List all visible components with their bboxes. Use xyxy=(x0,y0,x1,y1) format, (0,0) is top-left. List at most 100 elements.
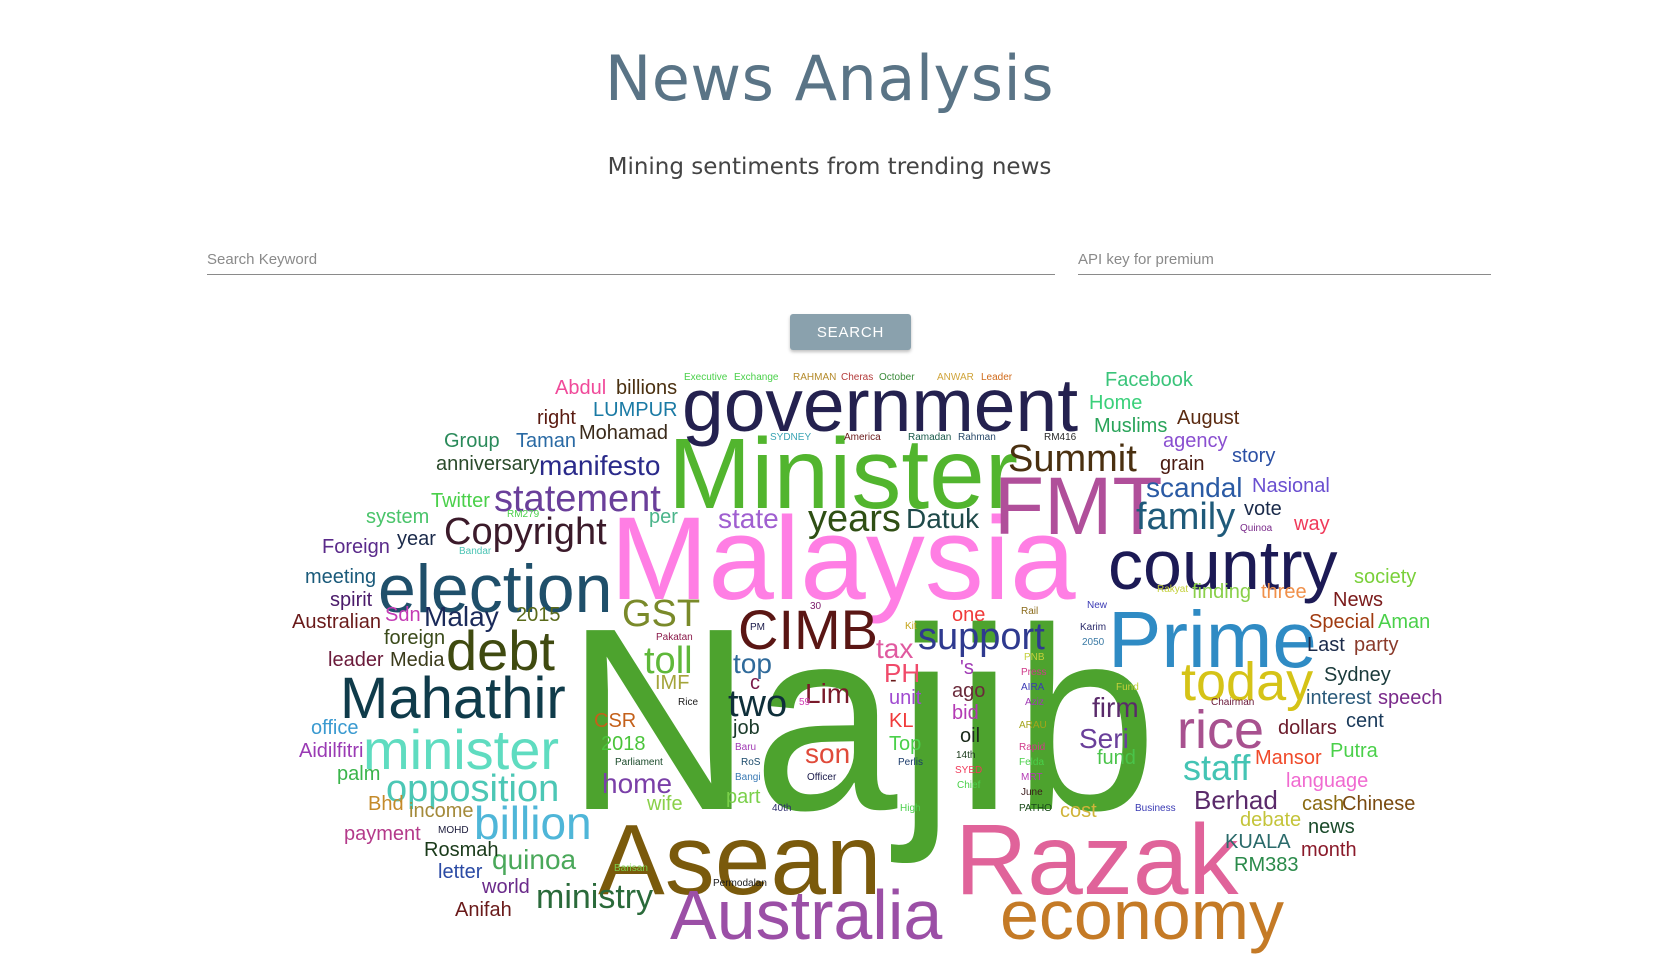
cloud-word-part: part xyxy=(726,786,761,808)
cloud-word-40th: 40th xyxy=(772,803,792,814)
cloud-word-cost: cost xyxy=(1060,800,1097,822)
cloud-word-rapid: Rapid xyxy=(1019,742,1046,753)
cloud-word-way: way xyxy=(1294,513,1330,535)
cloud-word-ph: PH xyxy=(884,658,921,688)
cloud-word-mohd: MOHD xyxy=(438,825,469,836)
cloud-word-ago: ago xyxy=(952,680,986,702)
cloud-word-datuk: Datuk xyxy=(906,503,980,534)
cloud-word-ros: RoS xyxy=(741,757,761,768)
cloud-word-pnb: PNB xyxy=(1024,652,1045,663)
search-keyword-input[interactable] xyxy=(207,251,1055,268)
cloud-word-fund: Fund xyxy=(1116,682,1139,693)
cloud-word-election: election xyxy=(378,551,613,627)
cloud-word-fmt: FMT xyxy=(994,461,1163,552)
cloud-word-job: job xyxy=(733,717,760,739)
cloud-word-arau: ARAU xyxy=(1019,720,1047,731)
cloud-word-gst: GST xyxy=(622,593,701,635)
cloud-word-fund: fund xyxy=(1097,747,1136,769)
search-button[interactable]: SEARCH xyxy=(790,314,911,350)
cloud-word-bhd: Bhd xyxy=(368,793,404,815)
cloud-word-s: 's xyxy=(960,657,974,679)
cloud-word-tax: tax xyxy=(876,633,914,664)
cloud-word-mrt: MRT xyxy=(1021,772,1043,783)
cloud-word-putra: Putra xyxy=(1330,740,1378,762)
cloud-word-aziz: Aziz xyxy=(1025,697,1044,708)
cloud-word-2050: 2050 xyxy=(1082,637,1105,648)
cloud-word-aman: Aman xyxy=(1378,611,1431,633)
cloud-word-2015: 2015 xyxy=(516,604,561,626)
cloud-word-nasional: Nasional xyxy=(1252,475,1330,497)
cloud-word-wife: wife xyxy=(647,793,683,815)
cloud-word-malay: Malay xyxy=(424,601,499,632)
cloud-word-rahman: Rahman xyxy=(958,432,996,443)
cloud-word-america: America xyxy=(844,432,881,443)
cloud-word-billions: billions xyxy=(616,377,678,399)
cloud-word-new: New xyxy=(1087,600,1108,611)
cloud-word-debate: debate xyxy=(1240,809,1302,831)
cloud-word-letter: letter xyxy=(438,861,483,883)
cloud-word-foreign: foreign xyxy=(384,627,446,649)
cloud-word-group: Group xyxy=(444,430,500,452)
cloud-word-twitter: Twitter xyxy=(431,490,490,512)
cloud-word-59: 59 xyxy=(799,697,811,708)
cloud-word-australian: Australian xyxy=(292,611,381,633)
cloud-word-chief: Chief xyxy=(957,780,981,791)
cloud-word-kl: KL xyxy=(889,710,914,732)
cloud-word-muslims: Muslims xyxy=(1094,415,1168,437)
cloud-word-income: income xyxy=(409,800,474,822)
cloud-word-rm383: RM383 xyxy=(1234,854,1299,876)
cloud-word-bangi: Bangi xyxy=(735,772,761,783)
cloud-word-agency: agency xyxy=(1163,430,1228,452)
cloud-word-2018: 2018 xyxy=(601,733,646,755)
cloud-word-chairman: Chairman xyxy=(1211,697,1255,708)
cloud-word-language: language xyxy=(1286,770,1369,792)
cloud-word-baru: Baru xyxy=(735,742,757,753)
cloud-word-oil: oil xyxy=(960,725,981,747)
cloud-word-perlis: Perlis xyxy=(898,757,924,768)
cloud-word-news: News xyxy=(1333,589,1384,611)
cloud-word-rice: Rice xyxy=(678,697,699,708)
cloud-word-two: two xyxy=(728,683,788,725)
cloud-word-najib: Najib xyxy=(565,575,1158,865)
cloud-word-world: world xyxy=(482,876,530,898)
cloud-word-years: years xyxy=(808,498,901,540)
cloud-word-home: home xyxy=(602,768,673,799)
cloud-word-bandar: Bandar xyxy=(459,546,492,557)
cloud-word-mohamad: Mohamad xyxy=(579,422,668,444)
cloud-word-billion: billion xyxy=(474,797,592,849)
api-key-input[interactable] xyxy=(1078,251,1491,268)
cloud-word-one: one xyxy=(952,604,986,626)
cloud-word-palm: palm xyxy=(337,763,381,785)
cloud-word-berhad: Berhad xyxy=(1194,785,1278,815)
cloud-word-right: right xyxy=(537,407,576,429)
cloud-word-14th: 14th xyxy=(956,750,976,761)
cloud-word-c: c xyxy=(750,672,760,694)
page-subtitle: Mining sentiments from trending news xyxy=(607,154,1052,180)
cloud-word-lim: Lim xyxy=(805,678,851,709)
cloud-word-business: Business xyxy=(1135,803,1176,814)
cloud-word-unit: unit xyxy=(889,687,922,709)
cloud-word-patho: PATHO xyxy=(1019,803,1052,814)
cloud-word-anifah: Anifah xyxy=(455,899,512,921)
cloud-word-taman: Taman xyxy=(516,430,577,452)
cloud-word-press: Press xyxy=(1021,667,1047,678)
cloud-word-australia: Australia xyxy=(670,876,943,954)
cloud-word-interest: interest xyxy=(1306,687,1372,709)
cloud-word-30: 30 xyxy=(810,601,822,612)
cloud-word-abdul: Abdul xyxy=(555,377,607,399)
cloud-word-mansor: Mansor xyxy=(1255,747,1322,769)
cloud-word-october: October xyxy=(879,372,915,383)
cloud-word-pm: PM xyxy=(750,622,765,633)
cloud-word-rail: Rail xyxy=(1021,606,1039,617)
cloud-word-sydney: Sydney xyxy=(1324,664,1391,686)
cloud-word-malaysia: Malaysia xyxy=(610,493,1076,625)
cloud-word-son: son xyxy=(805,738,851,769)
cloud-word-year: year xyxy=(397,528,436,550)
cloud-word-state: state xyxy=(718,503,779,534)
cloud-word-kit: Kit xyxy=(905,621,917,632)
cloud-word-family: family xyxy=(1136,496,1236,538)
cloud-word-officer: Officer xyxy=(807,772,837,783)
cloud-word-rm416: RM416 xyxy=(1044,432,1077,443)
cloud-word-aira: AIRA xyxy=(1021,682,1045,693)
